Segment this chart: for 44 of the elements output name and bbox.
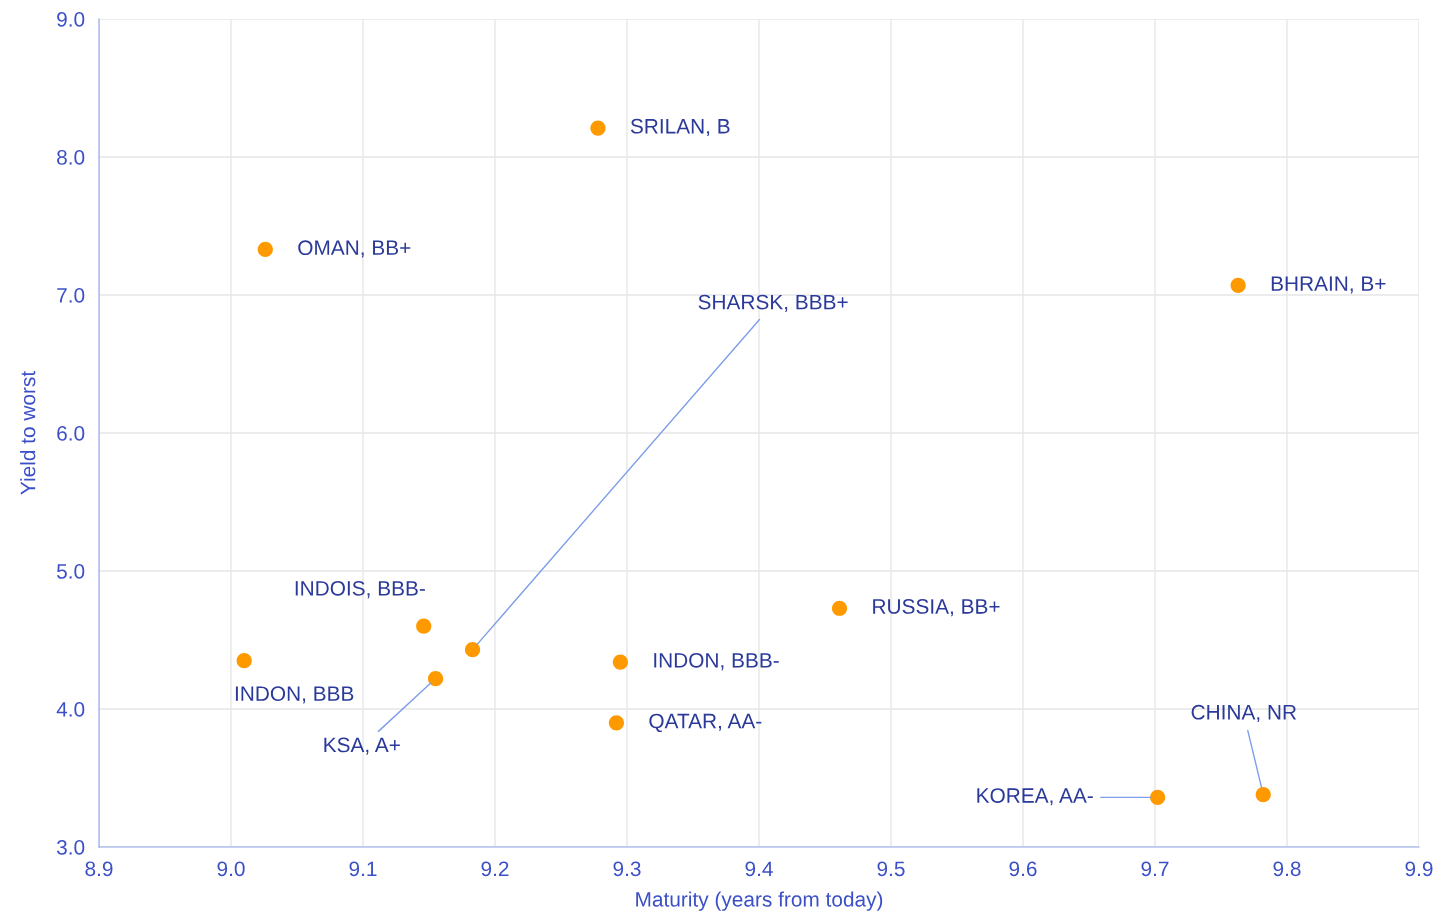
annotation: QATAR, AA- (649, 713, 762, 733)
y-axis-title: Yield to worst (20, 371, 36, 495)
y-tick-label: 5.0 (56, 564, 85, 579)
x-tick-label: 9.4 (745, 861, 773, 877)
annotation: BHRAIN, B+ (1271, 276, 1386, 294)
annotation: INDON, BBB (235, 686, 354, 704)
annotation: INDON, BBB- (654, 652, 779, 671)
point (831, 600, 848, 616)
annotation: CHINA, NR (1191, 704, 1297, 723)
x-tick-label: 9.7 (1141, 861, 1169, 877)
annotation: KOREA, AA- (977, 788, 1093, 806)
point (1255, 786, 1271, 803)
point (257, 241, 273, 258)
annotation: SRILAN, B (630, 118, 730, 137)
y-tick-label: 9.0 (57, 12, 85, 27)
y-tick-label: 8.0 (57, 150, 85, 165)
x-tick-label: 9.9 (1405, 861, 1433, 877)
x-tick-label: 9.8 (1273, 861, 1301, 877)
point (590, 120, 606, 136)
point (236, 653, 252, 669)
point (612, 654, 629, 670)
x-axis-title: Maturity (years from today) (636, 891, 883, 911)
point (1230, 277, 1246, 293)
point (1150, 789, 1166, 805)
x-tick-label: 9.2 (481, 861, 509, 877)
point (608, 715, 625, 731)
y-tick-label: 6.0 (57, 426, 85, 441)
annotation: KSA, A+ (324, 737, 400, 755)
point (416, 618, 432, 634)
annotation: SHARSK, BBB+ (698, 294, 848, 312)
x-tick-label: 9.6 (1009, 861, 1037, 877)
x-tick-label: 8.9 (85, 861, 113, 877)
annotation: RUSSIA, BB+ (873, 599, 1000, 617)
y-tick-label: 3.0 (56, 840, 85, 855)
annotation: OMAN, BB+ (298, 240, 411, 258)
x-tick-label: 9.5 (877, 861, 905, 877)
x-tick-label: 9.3 (613, 861, 641, 877)
x-tick-label: 9.0 (217, 861, 245, 877)
point (427, 671, 444, 687)
point (464, 642, 481, 658)
y-tick-label: 7.0 (57, 288, 85, 303)
x-tick-label: 9.1 (349, 861, 377, 877)
annotation: INDOIS, BBB- (295, 580, 425, 599)
y-tick-label: 4.0 (56, 702, 85, 717)
